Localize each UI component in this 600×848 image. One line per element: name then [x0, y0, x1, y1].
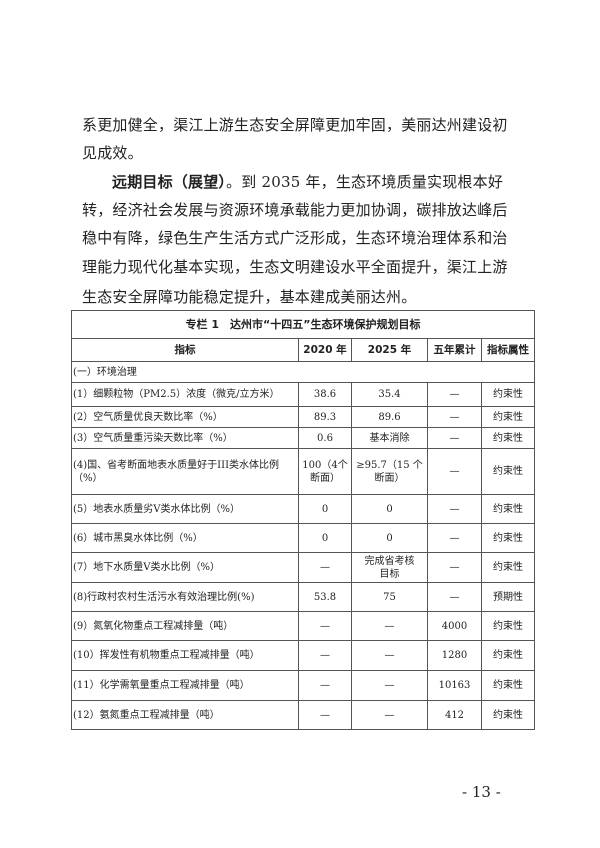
value-2025-cell: 完成省考核目标	[351, 552, 428, 583]
body-text: 。到 2035 年，生态环境质量实现根本好	[226, 173, 504, 191]
body-line: 生态安全屏障功能稳定提升，基本建成美丽达州。	[82, 288, 417, 306]
cumulative-cell: —	[427, 427, 482, 449]
cumulative-cell: —	[427, 523, 482, 553]
cumulative-cell: 1280	[427, 640, 482, 671]
header-attribute: 指标属性	[480, 338, 536, 362]
indicator-cell: (5）地表水质量劣Ⅴ类水体比例（%）	[71, 494, 299, 524]
indicator-cell: (4)国、省考断面地表水质量好于III类水体比例（%）	[71, 448, 299, 495]
section-row: (一）环境治理	[70, 361, 536, 383]
indicator-cell: (3）空气质量重污染天数比率（%）	[71, 427, 299, 449]
value-2020-cell: —	[298, 552, 352, 583]
table-row: (12）氨氮重点工程减排量（吨） — —412 约束性	[71, 700, 536, 730]
attribute-cell: 约束性	[480, 523, 536, 553]
table-row: (10）挥发性有机物重点工程减排量（吨） — —1280 约束性	[71, 640, 536, 671]
table-row: (1）细颗粒物（PM2.5）浓度（微克/立方米） 38.6 35.4— 约束性	[71, 382, 536, 407]
table-row: (7）地下水质量Ⅴ类水比例（%） — 完成省考核目标 — 约束性	[71, 552, 536, 583]
value-2025-cell: —	[351, 670, 428, 701]
cumulative-cell: —	[427, 406, 482, 428]
cumulative-cell: —	[427, 494, 482, 524]
header-cumulative: 五年累计	[427, 338, 482, 362]
body-line: 远期目标（展望）。到 2035 年，生态环境质量实现根本好	[112, 170, 503, 194]
body-line: 稳中有降，绿色生产生活方式广泛形成，生态环境治理体系和治	[82, 229, 508, 247]
table-row: (6）城市黑臭水体比例（%） 0 0— 约束性	[71, 523, 536, 553]
cumulative-cell: —	[427, 382, 482, 407]
value-2025-cell: 基本消除	[351, 427, 428, 449]
indicator-cell: (9）氮氧化物重点工程减排量（吨）	[71, 611, 299, 641]
indicator-cell: (1）细颗粒物（PM2.5）浓度（微克/立方米）	[71, 382, 299, 407]
attribute-cell: 约束性	[480, 640, 536, 671]
value-2025-cell: —	[351, 640, 428, 671]
attribute-cell: 约束性	[480, 670, 536, 701]
attribute-cell: 预期性	[480, 582, 536, 612]
header-indicator: 指标	[71, 338, 299, 362]
value-2020-cell: —	[298, 640, 352, 671]
value-2020-cell: 38.6	[298, 382, 352, 407]
table-row: (2）空气质量优良天数比率（%） 89.3 89.6— 约束性	[71, 406, 536, 428]
table-title: 专栏 1 达州市“十四五”生态环境保护规划目标	[70, 310, 536, 339]
table-row: (5）地表水质量劣Ⅴ类水体比例（%） 0 0— 约束性	[71, 494, 536, 524]
indicator-cell: (7）地下水质量Ⅴ类水比例（%）	[71, 552, 299, 583]
indicator-cell: (12）氨氮重点工程减排量（吨）	[71, 700, 299, 730]
cumulative-cell: —	[427, 582, 482, 612]
cumulative-cell: —	[427, 552, 482, 583]
attribute-cell: 约束性	[480, 494, 536, 524]
header-2020: 2020 年	[298, 338, 352, 362]
body-line: 系更加健全，渠江上游生态安全屏障更加牢固，美丽达州建设初	[82, 116, 508, 134]
value-2025-cell: —	[351, 611, 428, 641]
body-line: 转，经济社会发展与资源环境承载能力更加协调，碳排放达峰后	[82, 201, 508, 219]
value-2020-cell: 100（4个断面）	[298, 448, 352, 495]
cumulative-cell: 4000	[427, 611, 482, 641]
value-2025-cell: 0	[351, 494, 428, 524]
table-row: (11）化学需氧量重点工程减排量（吨） — —10163 约束性	[71, 670, 536, 701]
table-row: (8)行政村农村生活污水有效治理比例(%) 53.8 75— 预期性	[71, 582, 536, 612]
attribute-cell: 约束性	[480, 611, 536, 641]
value-2020-cell: 53.8	[298, 582, 352, 612]
value-2025-cell: ≥95.7（15 个断面）	[351, 448, 428, 495]
indicator-cell: (2）空气质量优良天数比率（%）	[71, 406, 299, 428]
table-row: (4)国、省考断面地表水质量好于III类水体比例（%） 100（4个断面） ≥95.…	[71, 448, 536, 495]
lead-heading: 远期目标（展望）	[112, 173, 227, 191]
indicator-cell: (6）城市黑臭水体比例（%）	[71, 523, 299, 553]
value-2020-cell: 0.6	[298, 427, 352, 449]
cumulative-cell: 10163	[427, 670, 482, 701]
targets-table: 专栏 1 达州市“十四五”生态环境保护规划目标 指标 2020 年 2025 年…	[70, 310, 536, 730]
header-2025: 2025 年	[351, 338, 428, 362]
value-2025-cell: 89.6	[351, 406, 428, 428]
attribute-cell: 约束性	[480, 382, 536, 407]
value-2020-cell: —	[298, 670, 352, 701]
attribute-cell: 约束性	[480, 552, 536, 583]
cumulative-cell: —	[427, 448, 482, 495]
page-number: - 13 -	[462, 783, 501, 801]
body-line: 见成效。	[82, 144, 143, 162]
table-row: (3）空气质量重污染天数比率（%） 0.6 基本消除 — 约束性	[71, 427, 536, 449]
body-line: 理能力现代化基本实现，生态文明建设水平全面提升，渠江上游	[82, 258, 508, 276]
value-2020-cell: —	[298, 700, 352, 730]
value-2020-cell: —	[298, 611, 352, 641]
value-2025-cell: 75	[351, 582, 428, 612]
value-2025-cell: 35.4	[351, 382, 428, 407]
cumulative-cell: 412	[427, 700, 482, 730]
value-2025-cell: —	[351, 700, 428, 730]
value-2025-cell: 0	[351, 523, 428, 553]
attribute-cell: 约束性	[480, 406, 536, 428]
indicator-cell: (11）化学需氧量重点工程减排量（吨）	[71, 670, 299, 701]
indicator-cell: (8)行政村农村生活污水有效治理比例(%)	[71, 582, 299, 612]
value-2020-cell: 0	[298, 494, 352, 524]
attribute-cell: 约束性	[480, 427, 536, 449]
attribute-cell: 约束性	[480, 448, 536, 495]
value-2020-cell: 89.3	[298, 406, 352, 428]
attribute-cell: 约束性	[480, 700, 536, 730]
table-row: (9）氮氧化物重点工程减排量（吨） — —4000 约束性	[71, 611, 536, 641]
value-2020-cell: 0	[298, 523, 352, 553]
indicator-cell: (10）挥发性有机物重点工程减排量（吨）	[71, 640, 299, 671]
